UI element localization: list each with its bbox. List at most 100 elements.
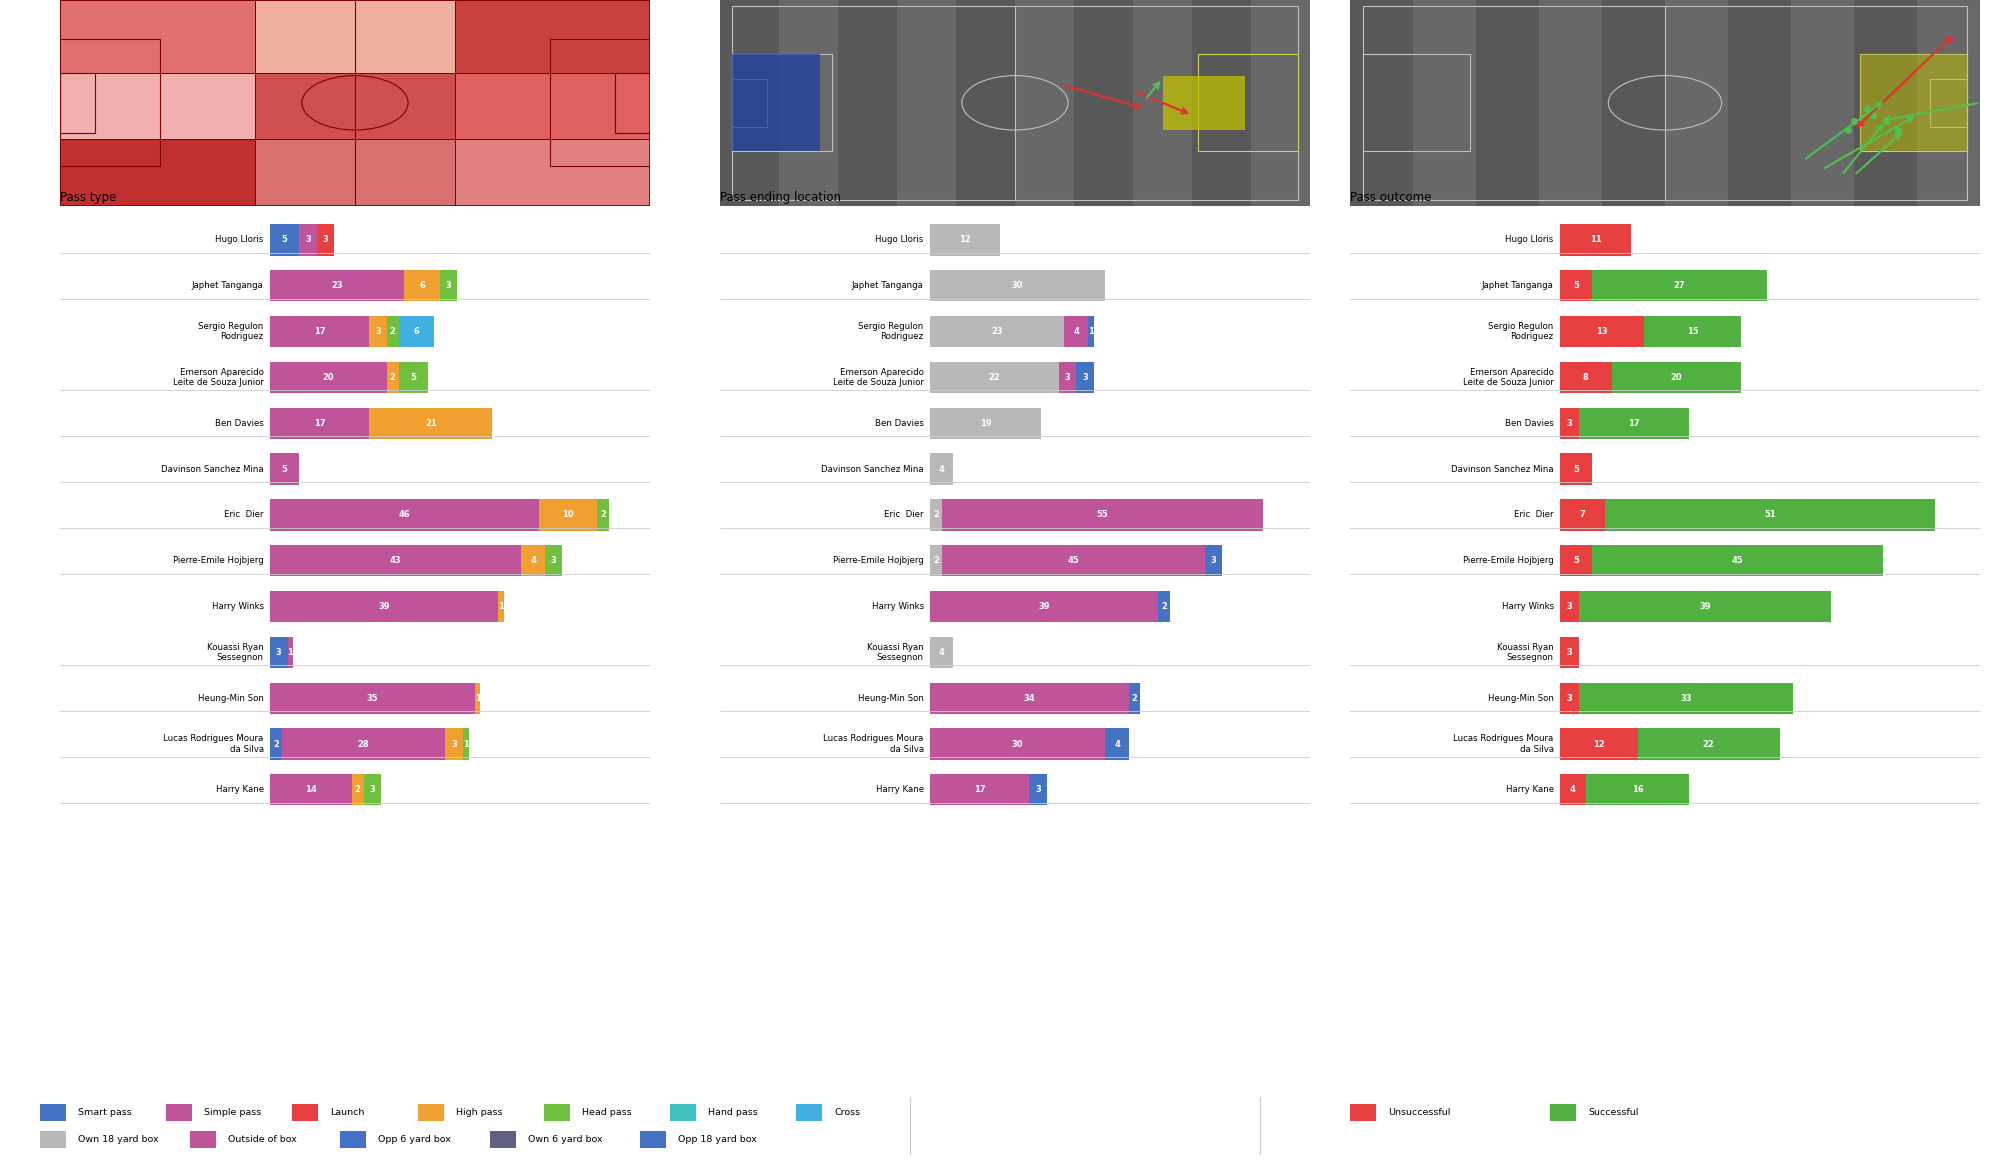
Text: 1: 1 <box>1088 327 1094 336</box>
Bar <box>370 316 386 348</box>
Bar <box>270 728 282 760</box>
Text: 45: 45 <box>1732 556 1744 565</box>
Text: Sergio Regulon
Rodriguez: Sergio Regulon Rodriguez <box>1488 322 1554 341</box>
Text: Heung-Min Son: Heung-Min Son <box>858 693 924 703</box>
Bar <box>930 683 1128 714</box>
Text: Harry Kane: Harry Kane <box>876 785 924 794</box>
Bar <box>60 0 254 73</box>
Text: Harry Winks: Harry Winks <box>212 602 264 611</box>
Text: Heung-Min Son: Heung-Min Son <box>1488 693 1554 703</box>
Bar <box>1854 0 1916 206</box>
Text: Lucas Rodrigues Moura
da Silva: Lucas Rodrigues Moura da Silva <box>164 734 264 753</box>
Bar <box>1162 75 1246 130</box>
Text: 3: 3 <box>306 235 310 244</box>
Text: 22: 22 <box>988 372 1000 382</box>
Bar <box>418 1104 444 1121</box>
Text: Kouassi Ryan
Sessegnon: Kouassi Ryan Sessegnon <box>206 643 264 662</box>
Text: 51: 51 <box>1764 510 1776 519</box>
Text: 19: 19 <box>980 418 992 428</box>
Bar <box>254 139 456 206</box>
Text: Cross: Cross <box>834 1108 860 1117</box>
Text: Hand pass: Hand pass <box>708 1108 758 1117</box>
Bar <box>930 362 1058 394</box>
Text: 5: 5 <box>1574 281 1580 290</box>
Text: 4: 4 <box>938 464 944 474</box>
Bar <box>60 73 254 139</box>
Bar <box>498 591 504 623</box>
Text: 4: 4 <box>1074 327 1080 336</box>
Bar <box>404 270 440 302</box>
Text: 30: 30 <box>1012 281 1024 290</box>
Text: 2: 2 <box>272 739 278 748</box>
Bar <box>456 139 650 206</box>
Bar <box>1016 0 1074 206</box>
Bar <box>1064 316 1088 348</box>
Bar <box>1930 79 1968 127</box>
Text: Davinson Sanchez Mina: Davinson Sanchez Mina <box>1452 464 1554 474</box>
Bar <box>340 1132 366 1148</box>
Bar <box>930 454 954 485</box>
Text: 2: 2 <box>354 785 360 794</box>
Text: 5: 5 <box>1574 556 1580 565</box>
Bar <box>474 683 480 714</box>
Bar <box>446 728 462 760</box>
Bar <box>1728 0 1792 206</box>
Bar <box>1560 270 1592 302</box>
Text: Emerson Aparecido
Leite de Souza Junior: Emerson Aparecido Leite de Souza Junior <box>832 368 924 387</box>
Text: 4: 4 <box>530 556 536 565</box>
Bar <box>1580 591 1832 623</box>
Bar <box>456 0 650 73</box>
Text: Japhet Tanganga: Japhet Tanganga <box>852 281 924 290</box>
Text: 17: 17 <box>974 785 986 794</box>
Text: 2: 2 <box>932 556 938 565</box>
Text: 4: 4 <box>1570 785 1576 794</box>
Bar <box>316 224 334 256</box>
Bar <box>1860 54 1968 152</box>
Bar <box>930 728 1106 760</box>
Text: Eric  Dier: Eric Dier <box>884 510 924 519</box>
Bar <box>398 362 428 394</box>
Text: Lucas Rodrigues Moura
da Silva: Lucas Rodrigues Moura da Silva <box>824 734 924 753</box>
Bar <box>640 1132 666 1148</box>
Bar <box>1076 362 1094 394</box>
Text: Simple pass: Simple pass <box>204 1108 262 1117</box>
Bar <box>1560 683 1580 714</box>
Bar <box>1476 0 1540 206</box>
Text: 3: 3 <box>446 281 452 290</box>
Bar <box>1106 728 1128 760</box>
Bar <box>1592 545 1884 577</box>
Text: 10: 10 <box>562 510 574 519</box>
Bar <box>930 270 1106 302</box>
Bar <box>456 73 650 139</box>
Bar <box>1132 0 1192 206</box>
Text: Harry Winks: Harry Winks <box>1502 602 1554 611</box>
Bar <box>270 591 498 623</box>
Bar <box>522 545 544 577</box>
Bar <box>352 774 364 806</box>
Text: Opp 18 yard box: Opp 18 yard box <box>678 1135 756 1144</box>
Bar <box>1560 316 1644 348</box>
Text: Davinson Sanchez Mina: Davinson Sanchez Mina <box>162 464 264 474</box>
Text: 28: 28 <box>358 739 370 748</box>
Text: Eric  Dier: Eric Dier <box>1514 510 1554 519</box>
Text: Pass outcome: Pass outcome <box>1350 190 1432 203</box>
Bar <box>364 774 382 806</box>
Text: 3: 3 <box>452 739 458 748</box>
Text: Harry Kane: Harry Kane <box>1506 785 1554 794</box>
Text: 3: 3 <box>1566 647 1572 657</box>
Bar <box>386 362 398 394</box>
Bar <box>1560 591 1580 623</box>
Text: 55: 55 <box>1096 510 1108 519</box>
Bar <box>930 499 942 531</box>
Bar <box>1664 0 1728 206</box>
Bar <box>1128 683 1140 714</box>
Bar <box>930 591 1158 623</box>
Text: 20: 20 <box>322 372 334 382</box>
Bar <box>270 499 538 531</box>
Bar <box>1580 408 1690 439</box>
Bar <box>1560 499 1606 531</box>
Bar <box>1792 0 1854 206</box>
Bar <box>1540 0 1602 206</box>
Text: Harry Winks: Harry Winks <box>872 602 924 611</box>
Text: Ben Davies: Ben Davies <box>874 418 924 428</box>
